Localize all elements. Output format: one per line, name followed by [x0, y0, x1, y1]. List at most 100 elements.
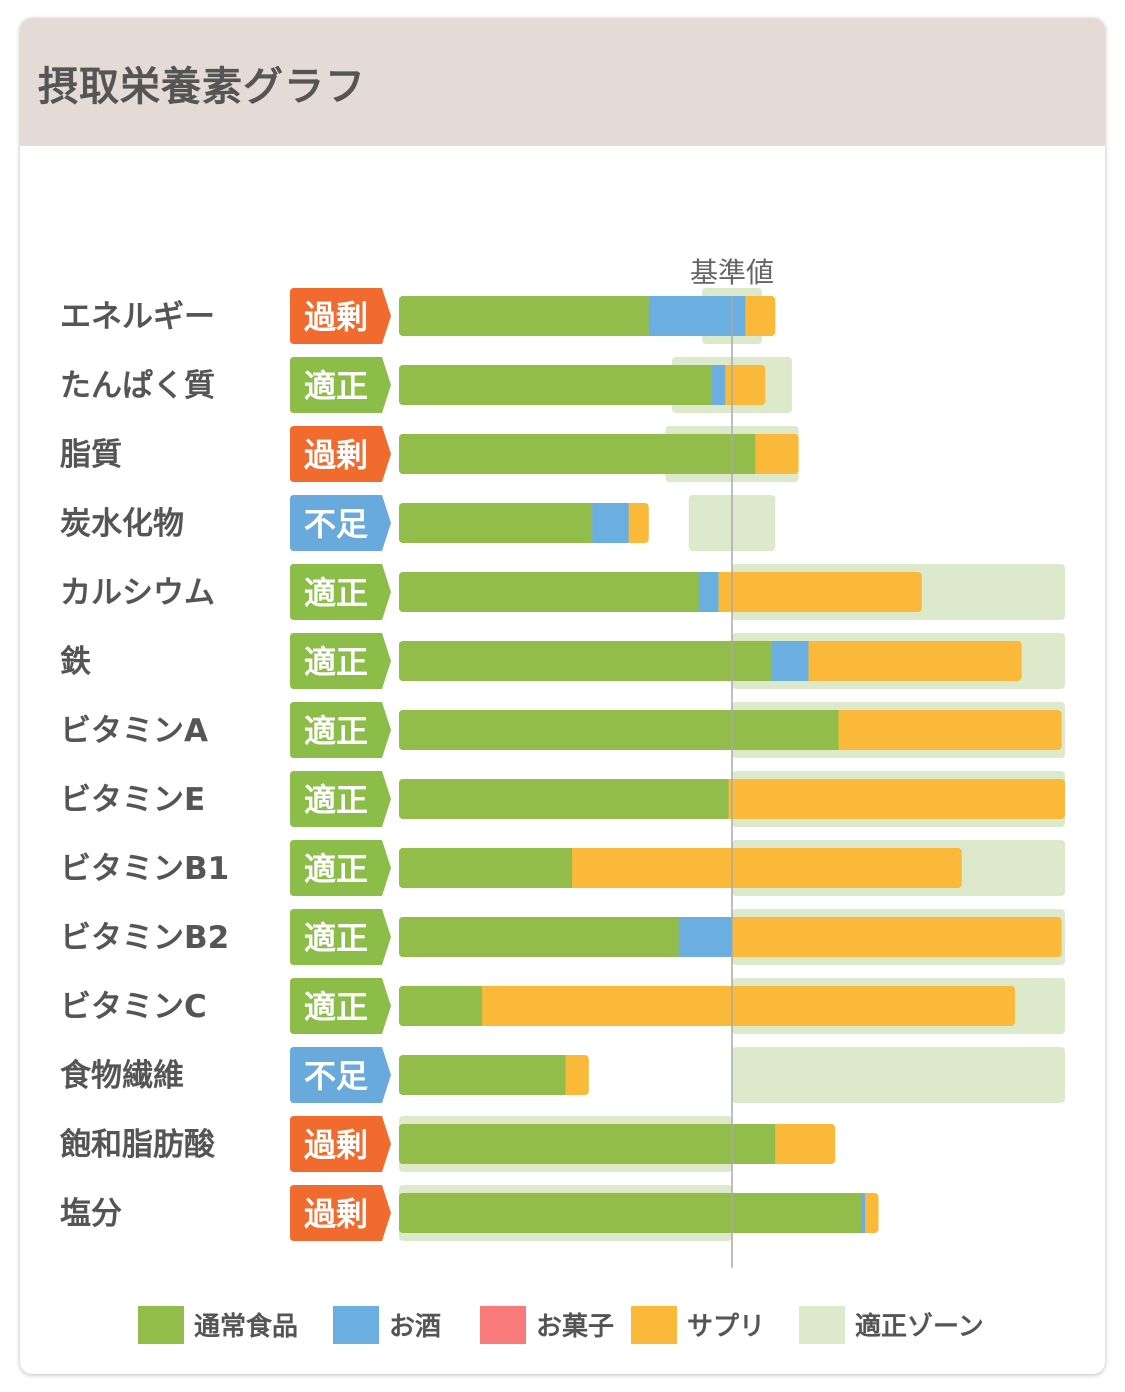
bar-segment	[775, 1124, 832, 1164]
status-badge	[290, 909, 391, 965]
bar-segment	[861, 1193, 866, 1233]
status-badge	[290, 495, 391, 551]
legend-label: お酒	[389, 1312, 441, 1342]
status-badge-label: 不足	[304, 1057, 368, 1095]
bar-segment	[628, 503, 645, 543]
bar-segment	[808, 641, 1018, 681]
status-badge-label: 適正	[304, 712, 368, 750]
status-badge	[290, 702, 391, 758]
reference-label: 基準値	[690, 256, 774, 289]
card-header: 摂取栄養素グラフ	[20, 18, 1105, 146]
bar-segment-fill	[403, 848, 573, 888]
status-badge-label: 適正	[304, 988, 368, 1026]
bar-group	[399, 503, 649, 543]
status-badge	[290, 564, 391, 620]
nutrient-label: 塩分	[60, 1196, 122, 1232]
bar-group	[399, 434, 799, 474]
nutrient-label: たんぱく質	[60, 368, 215, 404]
bar-segment-fill	[403, 1193, 862, 1233]
status-badge	[290, 978, 391, 1034]
bar-segment	[745, 296, 772, 336]
page-title: 摂取栄養素グラフ	[38, 64, 366, 110]
bar-segment-fill	[403, 1124, 776, 1164]
nutrient-label: エネルギー	[60, 299, 215, 335]
bar-group	[399, 779, 1065, 819]
nutrient-label: 食物繊維	[60, 1058, 184, 1094]
status-badge	[290, 1185, 391, 1241]
status-badge-label: 適正	[304, 850, 368, 888]
bar-group	[399, 1124, 836, 1164]
legend-label: 通常食品	[194, 1311, 298, 1342]
bar-group	[399, 296, 776, 336]
status-badge-label: 過剰	[304, 1126, 368, 1164]
nutrient-label: 鉄	[60, 644, 91, 680]
bar-segment-fill	[403, 365, 713, 405]
legend-item: サプリ	[631, 1306, 765, 1344]
nutrient-label: ビタミンC	[60, 989, 207, 1025]
nutrient-label: カルシウム	[60, 575, 215, 611]
bar-group	[399, 365, 766, 405]
nutrient-label: ビタミンA	[60, 713, 208, 749]
bar-segment-fill	[403, 986, 483, 1026]
status-badge	[290, 426, 391, 482]
status-badge	[290, 357, 391, 413]
bar-segment-fill	[403, 710, 839, 750]
bar-group	[399, 641, 1022, 681]
status-badge	[290, 1047, 391, 1103]
bar-segment	[771, 641, 809, 681]
legend-label: 適正ゾーン	[855, 1311, 984, 1342]
status-badge	[290, 771, 391, 827]
nutrient-label: ビタミンB2	[60, 920, 229, 956]
bar-group	[399, 848, 962, 888]
legend-swatch	[799, 1306, 845, 1344]
bar-segment-fill	[403, 779, 729, 819]
status-badge-label: 過剰	[304, 298, 368, 336]
legend-swatch	[631, 1306, 677, 1344]
bar-segment-fill	[403, 296, 649, 336]
status-badge	[290, 1116, 391, 1172]
bar-group	[399, 1055, 589, 1095]
nutrient-label: 脂質	[60, 437, 122, 473]
status-badge-label: 適正	[304, 781, 368, 819]
status-badge-label: 不足	[304, 505, 368, 543]
bar-segment	[572, 848, 958, 888]
bar-segment-fill	[403, 641, 772, 681]
status-badge	[290, 288, 391, 344]
legend-swatch	[333, 1306, 379, 1344]
bar-segment	[712, 365, 726, 405]
legend-swatch	[480, 1306, 526, 1344]
bar-segment-fill	[403, 503, 593, 543]
bar-segment	[838, 710, 1058, 750]
nutrient-label: 炭水化物	[60, 506, 184, 542]
bar-group	[399, 1193, 879, 1233]
bar-segment	[678, 917, 732, 957]
nutrient-label: 飽和脂肪酸	[60, 1127, 216, 1163]
bar-segment	[565, 1055, 585, 1095]
bar-segment	[648, 296, 746, 336]
bar-group	[399, 572, 922, 612]
status-badge-label: 適正	[304, 919, 368, 957]
bar-segment	[725, 365, 762, 405]
nutrient-label: ビタミンE	[60, 782, 205, 818]
status-badge-label: 適正	[304, 574, 368, 612]
bar-group	[399, 986, 1016, 1026]
bar-segment-fill	[403, 1055, 566, 1095]
legend-item: 適正ゾーン	[799, 1306, 984, 1344]
bar-segment	[755, 434, 795, 474]
status-badge-label: 適正	[304, 367, 368, 405]
bar-segment	[718, 572, 918, 612]
bar-group	[399, 917, 1062, 957]
legend-label: お菓子	[536, 1312, 614, 1342]
bar-segment	[482, 986, 1012, 1026]
legend-item: お酒	[333, 1306, 441, 1344]
legend-item: お菓子	[480, 1306, 614, 1344]
bar-segment	[732, 917, 1058, 957]
bar-group	[399, 710, 1062, 750]
status-badge	[290, 633, 391, 689]
legend-label: サプリ	[687, 1312, 765, 1342]
graph-card: 摂取栄養素グラフ 基準値 エネルギー 過剰 たんぱく質 適正 脂質 過剰 炭水化物 不足 カルシウ…	[20, 18, 1105, 1374]
bar-segment	[865, 1193, 875, 1233]
bar-segment	[698, 572, 719, 612]
legend-item: 通常食品	[138, 1306, 298, 1344]
